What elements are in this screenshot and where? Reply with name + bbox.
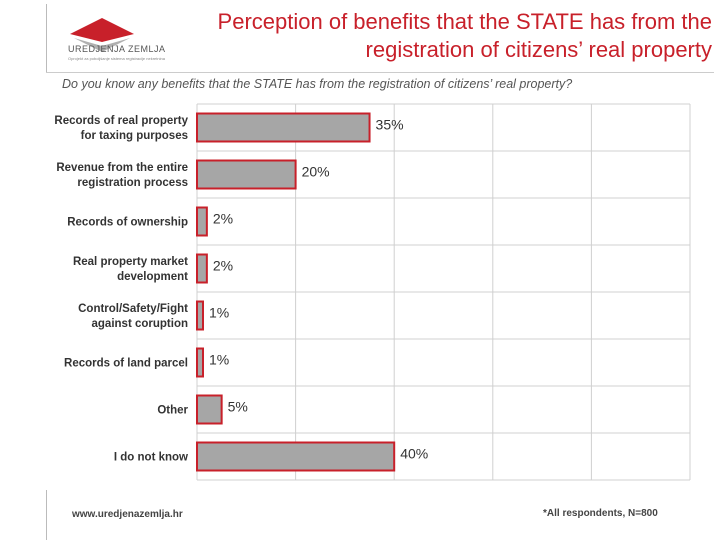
bar-7 [196, 441, 396, 472]
bar-2 [196, 206, 208, 237]
data-label-4: 1% [209, 305, 229, 321]
title-line-1: Perception of benefits that the STATE ha… [217, 9, 712, 34]
category-label-1-0: Revenue from the entire [56, 162, 188, 174]
logo [70, 18, 134, 52]
title-line-2: registration of citizens’ real property [365, 37, 712, 62]
bar-5 [196, 347, 204, 378]
category-label-7-0: I do not know [114, 452, 188, 464]
data-label-2: 2% [213, 211, 233, 227]
footer-url[interactable]: www.uredjenazemlja.hr [72, 509, 183, 520]
survey-question: Do you know any benefits that the STATE … [62, 77, 573, 91]
bar-4 [196, 300, 204, 331]
bar-0 [196, 112, 371, 143]
category-label-4-1: against coruption [92, 318, 188, 330]
data-label-6: 5% [228, 399, 248, 415]
footer-divider [46, 490, 47, 540]
bar-1 [196, 159, 297, 190]
logo-subtext: Oprojekt za poboljšanje sistema registra… [68, 56, 165, 61]
footer-note: *All respondents, N=800 [543, 508, 658, 519]
data-label-5: 1% [209, 352, 229, 368]
header-rule [46, 72, 714, 73]
bar-3 [196, 253, 208, 284]
category-label-0-0: Records of real property [54, 115, 188, 127]
data-label-0: 35% [376, 117, 404, 133]
page-title: Perception of benefits that the STATE ha… [152, 8, 712, 64]
data-label-7: 40% [400, 446, 428, 462]
category-label-5-0: Records of land parcel [64, 358, 188, 370]
header-divider [46, 4, 47, 72]
category-label-1-1: registration process [77, 177, 188, 189]
data-label-3: 2% [213, 258, 233, 274]
category-label-0-1: for taxing purposes [81, 130, 188, 142]
category-label-4-0: Control/Safety/Fight [78, 303, 188, 315]
category-label-6-0: Other [157, 405, 188, 417]
data-label-1: 20% [302, 164, 330, 180]
category-label-2-0: Records of ownership [67, 217, 188, 229]
logo-mark-icon [70, 18, 134, 42]
bar-6 [196, 394, 223, 425]
logo-text: UREDJENJA ZEMLJA [68, 44, 166, 54]
category-label-3-1: development [117, 271, 188, 283]
category-label-3-0: Real property market [73, 256, 188, 268]
